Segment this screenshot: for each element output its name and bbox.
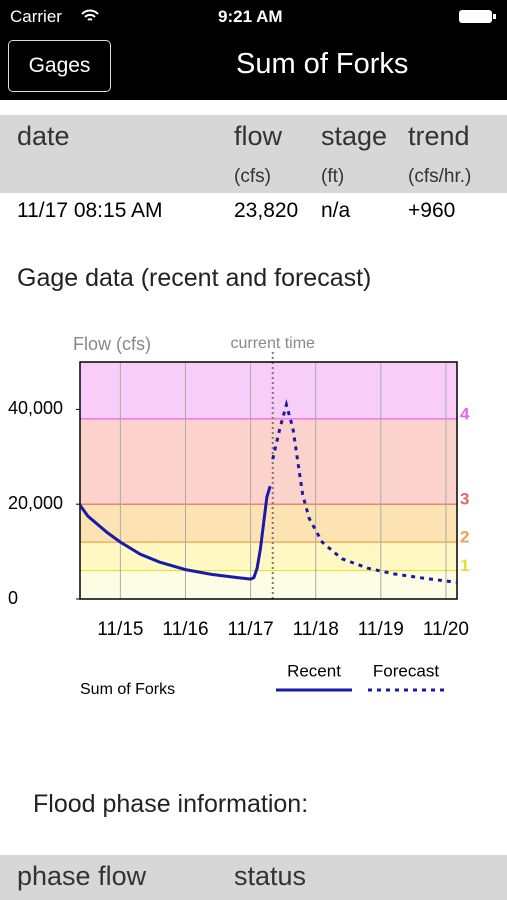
col-header: stage: [321, 121, 388, 151]
cell: +960: [408, 199, 456, 222]
section-title: Gage data (recent and forecast): [17, 264, 372, 292]
x-tick-label: 11/15: [97, 619, 143, 640]
cell: 11/17 08:15 AM: [17, 199, 163, 222]
plot-frame: [79, 361, 458, 600]
carrier: Carrier: [10, 7, 62, 26]
chart: 1 2 3 4 11/15 11/16 11/17 11/18 11/19 11/20 0 20,00…: [8, 334, 470, 698]
y-tick-label: 20,000: [8, 493, 63, 513]
battery-icon: [459, 10, 496, 23]
phase-header: [0, 855, 507, 900]
phase-label: 3: [460, 490, 469, 509]
cell: 23,820: [234, 199, 299, 222]
back-button[interactable]: Gages: [8, 40, 111, 92]
x-tick-label: 11/18: [293, 619, 339, 640]
annotation: current time: [230, 335, 315, 352]
x-tick-label: 11/17: [228, 619, 274, 640]
y-axis-label: Flow (cfs): [73, 334, 151, 354]
phase-band: [80, 542, 457, 571]
nav-title: Sum of Forks: [236, 48, 409, 80]
phase-band: [80, 362, 457, 419]
chart-caption: Sum of Forks: [80, 681, 175, 698]
unit: (cfs/hr.): [408, 166, 472, 187]
col-header: trend: [408, 121, 470, 151]
wifi-icon: [81, 9, 99, 21]
col-header: flow: [234, 121, 283, 151]
cell: n/a: [321, 199, 351, 222]
legend-label: Forecast: [373, 661, 439, 680]
y-tick-label: 0: [8, 588, 18, 608]
unit: (ft): [321, 166, 345, 187]
phase-label: 1: [460, 556, 469, 575]
clock: 9:21 AM: [218, 7, 283, 26]
y-tick-label: 40,000: [8, 398, 63, 418]
legend-label: Recent: [287, 661, 341, 680]
table-header: [0, 115, 507, 193]
phase-label: 2: [460, 528, 469, 547]
col-header: status: [234, 861, 307, 891]
unit: (cfs): [234, 166, 271, 187]
phase-band: [80, 504, 457, 543]
x-tick-label: 11/19: [358, 619, 404, 640]
series-line: [78, 485, 272, 581]
phase-label: 4: [460, 404, 470, 423]
x-tick-label: 11/20: [423, 619, 469, 640]
x-tick-label: 11/16: [162, 619, 208, 640]
section-title: Flood phase information:: [33, 790, 309, 818]
top-bar: [0, 0, 507, 100]
col-header: phase flow: [17, 861, 147, 891]
series-line: [271, 398, 458, 584]
col-header: date: [17, 121, 70, 151]
